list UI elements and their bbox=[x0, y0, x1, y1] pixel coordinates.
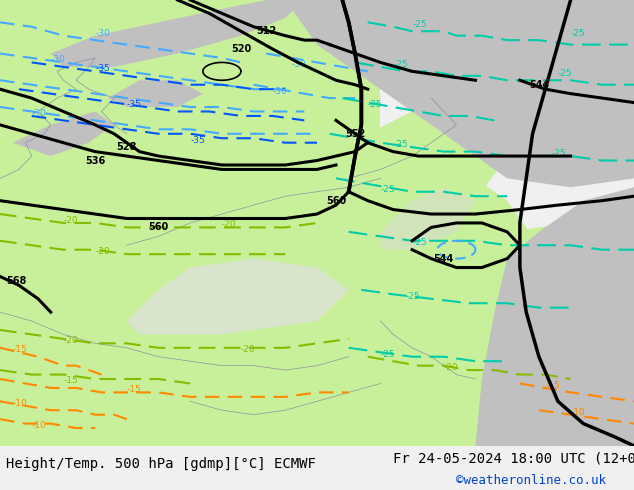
Text: -25: -25 bbox=[571, 29, 585, 38]
Text: 536: 536 bbox=[85, 155, 105, 166]
Text: -15: -15 bbox=[63, 376, 78, 386]
Text: -30: -30 bbox=[273, 87, 287, 96]
Text: Height/Temp. 500 hPa [gdmp][°C] ECMWF: Height/Temp. 500 hPa [gdmp][°C] ECMWF bbox=[6, 457, 316, 470]
Text: -20: -20 bbox=[95, 247, 110, 256]
Polygon shape bbox=[285, 0, 634, 187]
Text: -30: -30 bbox=[32, 109, 46, 118]
Text: 552: 552 bbox=[345, 129, 365, 139]
Text: -20: -20 bbox=[222, 220, 236, 229]
Text: -25: -25 bbox=[412, 20, 427, 29]
Text: -25: -25 bbox=[368, 100, 382, 109]
Polygon shape bbox=[0, 9, 634, 446]
Text: -20: -20 bbox=[63, 336, 78, 345]
Text: -35: -35 bbox=[190, 136, 205, 145]
Polygon shape bbox=[0, 0, 380, 446]
Text: 528: 528 bbox=[117, 142, 137, 152]
Text: -10: -10 bbox=[32, 421, 46, 430]
Text: Fr 24-05-2024 18:00 UTC (12+06): Fr 24-05-2024 18:00 UTC (12+06) bbox=[393, 451, 634, 465]
Text: -30: -30 bbox=[51, 55, 65, 64]
Text: 544: 544 bbox=[434, 254, 454, 264]
Text: -10: -10 bbox=[13, 399, 27, 408]
Polygon shape bbox=[108, 80, 203, 107]
Text: -30: -30 bbox=[292, 60, 306, 69]
Polygon shape bbox=[51, 0, 304, 67]
Polygon shape bbox=[380, 187, 476, 250]
Text: -25: -25 bbox=[412, 238, 427, 247]
Text: -20: -20 bbox=[444, 363, 458, 372]
Polygon shape bbox=[0, 334, 634, 446]
Text: -35: -35 bbox=[127, 100, 141, 109]
Text: -25: -25 bbox=[393, 140, 408, 149]
Polygon shape bbox=[476, 187, 634, 446]
Text: 512: 512 bbox=[256, 26, 276, 36]
Text: -30: -30 bbox=[95, 29, 110, 38]
Text: 560: 560 bbox=[326, 196, 346, 206]
Text: -15: -15 bbox=[13, 345, 27, 354]
Text: -25: -25 bbox=[558, 69, 573, 78]
Text: 544: 544 bbox=[529, 80, 549, 90]
Text: -15: -15 bbox=[545, 381, 560, 390]
Text: -25: -25 bbox=[393, 60, 408, 69]
Text: -35: -35 bbox=[95, 64, 110, 74]
Text: -25: -25 bbox=[552, 149, 566, 158]
Text: -25: -25 bbox=[380, 350, 395, 359]
Text: -25: -25 bbox=[406, 292, 420, 301]
Polygon shape bbox=[368, 223, 634, 446]
Text: ©weatheronline.co.uk: ©weatheronline.co.uk bbox=[456, 474, 607, 487]
Text: -20: -20 bbox=[63, 216, 78, 225]
Polygon shape bbox=[127, 259, 349, 334]
Text: 568: 568 bbox=[6, 276, 27, 286]
Text: 520: 520 bbox=[231, 44, 251, 54]
Polygon shape bbox=[13, 112, 114, 156]
Text: -20: -20 bbox=[241, 345, 256, 354]
Polygon shape bbox=[368, 112, 507, 201]
Text: -10: -10 bbox=[571, 408, 585, 416]
Text: -25: -25 bbox=[380, 185, 395, 194]
Text: 560: 560 bbox=[148, 222, 169, 232]
Text: -15: -15 bbox=[127, 386, 141, 394]
